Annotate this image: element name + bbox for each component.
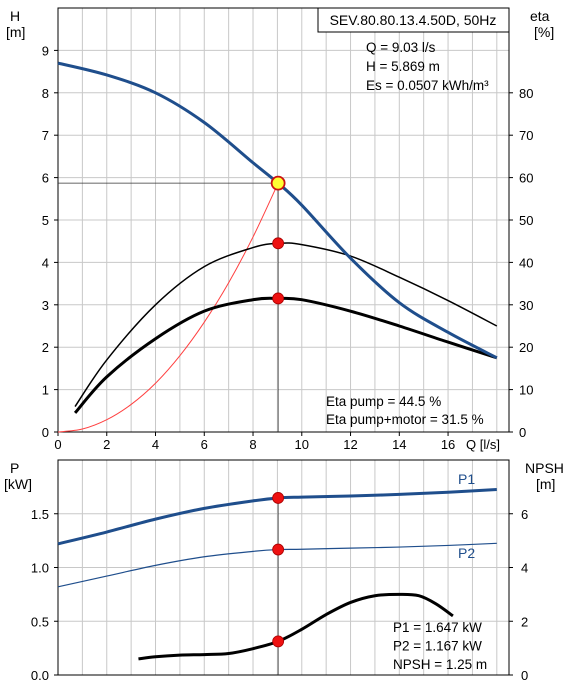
x-tick-label: 8 [249, 437, 256, 452]
y-left-tick-label: 9 [42, 43, 49, 58]
y-left-tick-label: 8 [42, 86, 49, 101]
duty-info-line: Q = 9.03 l/s [366, 40, 436, 55]
x-tick-label: 12 [343, 437, 357, 452]
series-label-p1: P1 [458, 471, 475, 487]
y-left-tick-label: 1.5 [31, 507, 49, 522]
x-tick-label: 2 [103, 437, 110, 452]
operating-point-marker [272, 292, 285, 305]
y-right-tick-label: 0 [519, 425, 526, 440]
y-left-axis-unit: [kW] [4, 476, 32, 492]
y-right-tick-label: 30 [519, 298, 533, 313]
y-right-tick-label: 40 [519, 255, 533, 270]
y-left-tick-label: 2 [42, 340, 49, 355]
x-tick-label: 10 [295, 437, 309, 452]
x-tick-label: 4 [152, 437, 159, 452]
y-right-tick-label: 0 [521, 668, 528, 683]
series-label-p2: P2 [458, 545, 475, 561]
y-right-axis-unit: [m] [536, 476, 555, 492]
y-left-tick-label: 0.5 [31, 614, 49, 629]
y-left-axis-title: P [10, 460, 19, 476]
x-tick-label: 16 [441, 437, 455, 452]
y-left-tick-label: 6 [42, 171, 49, 186]
x-axis-label: Q [l/s] [466, 437, 500, 452]
x-tick-label: 14 [392, 437, 406, 452]
y-left-tick-label: 3 [42, 298, 49, 313]
y-right-tick-label: 4 [521, 561, 528, 576]
title-box [317, 7, 510, 33]
y-left-tick-label: 7 [42, 128, 49, 143]
y-right-tick-label: 50 [519, 213, 533, 228]
y-right-tick-label: 2 [521, 614, 528, 629]
efficiency-info-line: Eta pump+motor = 31.5 % [326, 412, 484, 427]
y-left-axis-title: H [10, 8, 20, 24]
efficiency-info-line: Eta pump = 44.5 % [326, 394, 441, 409]
duty-info-line: H = 5.869 m [366, 59, 440, 74]
y-right-tick-label: 60 [519, 171, 533, 186]
y-right-axis-title: NPSH [525, 460, 564, 476]
power-info-line: NPSH = 1.25 m [393, 657, 487, 672]
chart-title: SEV.80.80.13.4.50D, 50Hz [330, 12, 497, 28]
operating-point-marker [272, 492, 285, 504]
duty-info-line: Es = 0.0507 kWh/m³ [366, 78, 489, 93]
y-left-tick-label: 0.0 [31, 668, 49, 683]
operating-point-marker [272, 635, 285, 648]
operating-point-marker [272, 237, 285, 250]
y-right-tick-label: 70 [519, 128, 533, 143]
x-tick-label: 6 [201, 437, 208, 452]
y-right-tick-label: 6 [521, 507, 528, 522]
series-line [138, 592, 454, 661]
series-line [57, 182, 279, 433]
operating-point-marker [272, 543, 285, 556]
y-left-tick-label: 5 [42, 213, 49, 228]
x-tick-label: 0 [54, 437, 61, 452]
y-left-tick-label: 1 [42, 383, 49, 398]
y-right-tick-label: 80 [519, 86, 533, 101]
y-left-axis-unit: [m] [6, 24, 25, 40]
y-left-tick-label: 0 [42, 425, 49, 440]
power-info-line: P2 = 1.167 kW [393, 639, 482, 654]
y-left-tick-label: 4 [42, 255, 49, 270]
y-right-tick-label: 10 [519, 383, 533, 398]
y-right-axis-title: eta [530, 8, 550, 24]
duty-point-marker [270, 175, 286, 191]
y-left-tick-label: 1.0 [31, 561, 49, 576]
y-right-axis-unit: [%] [534, 24, 554, 40]
y-right-tick-label: 20 [519, 340, 533, 355]
power-info-line: P1 = 1.647 kW [393, 620, 482, 635]
